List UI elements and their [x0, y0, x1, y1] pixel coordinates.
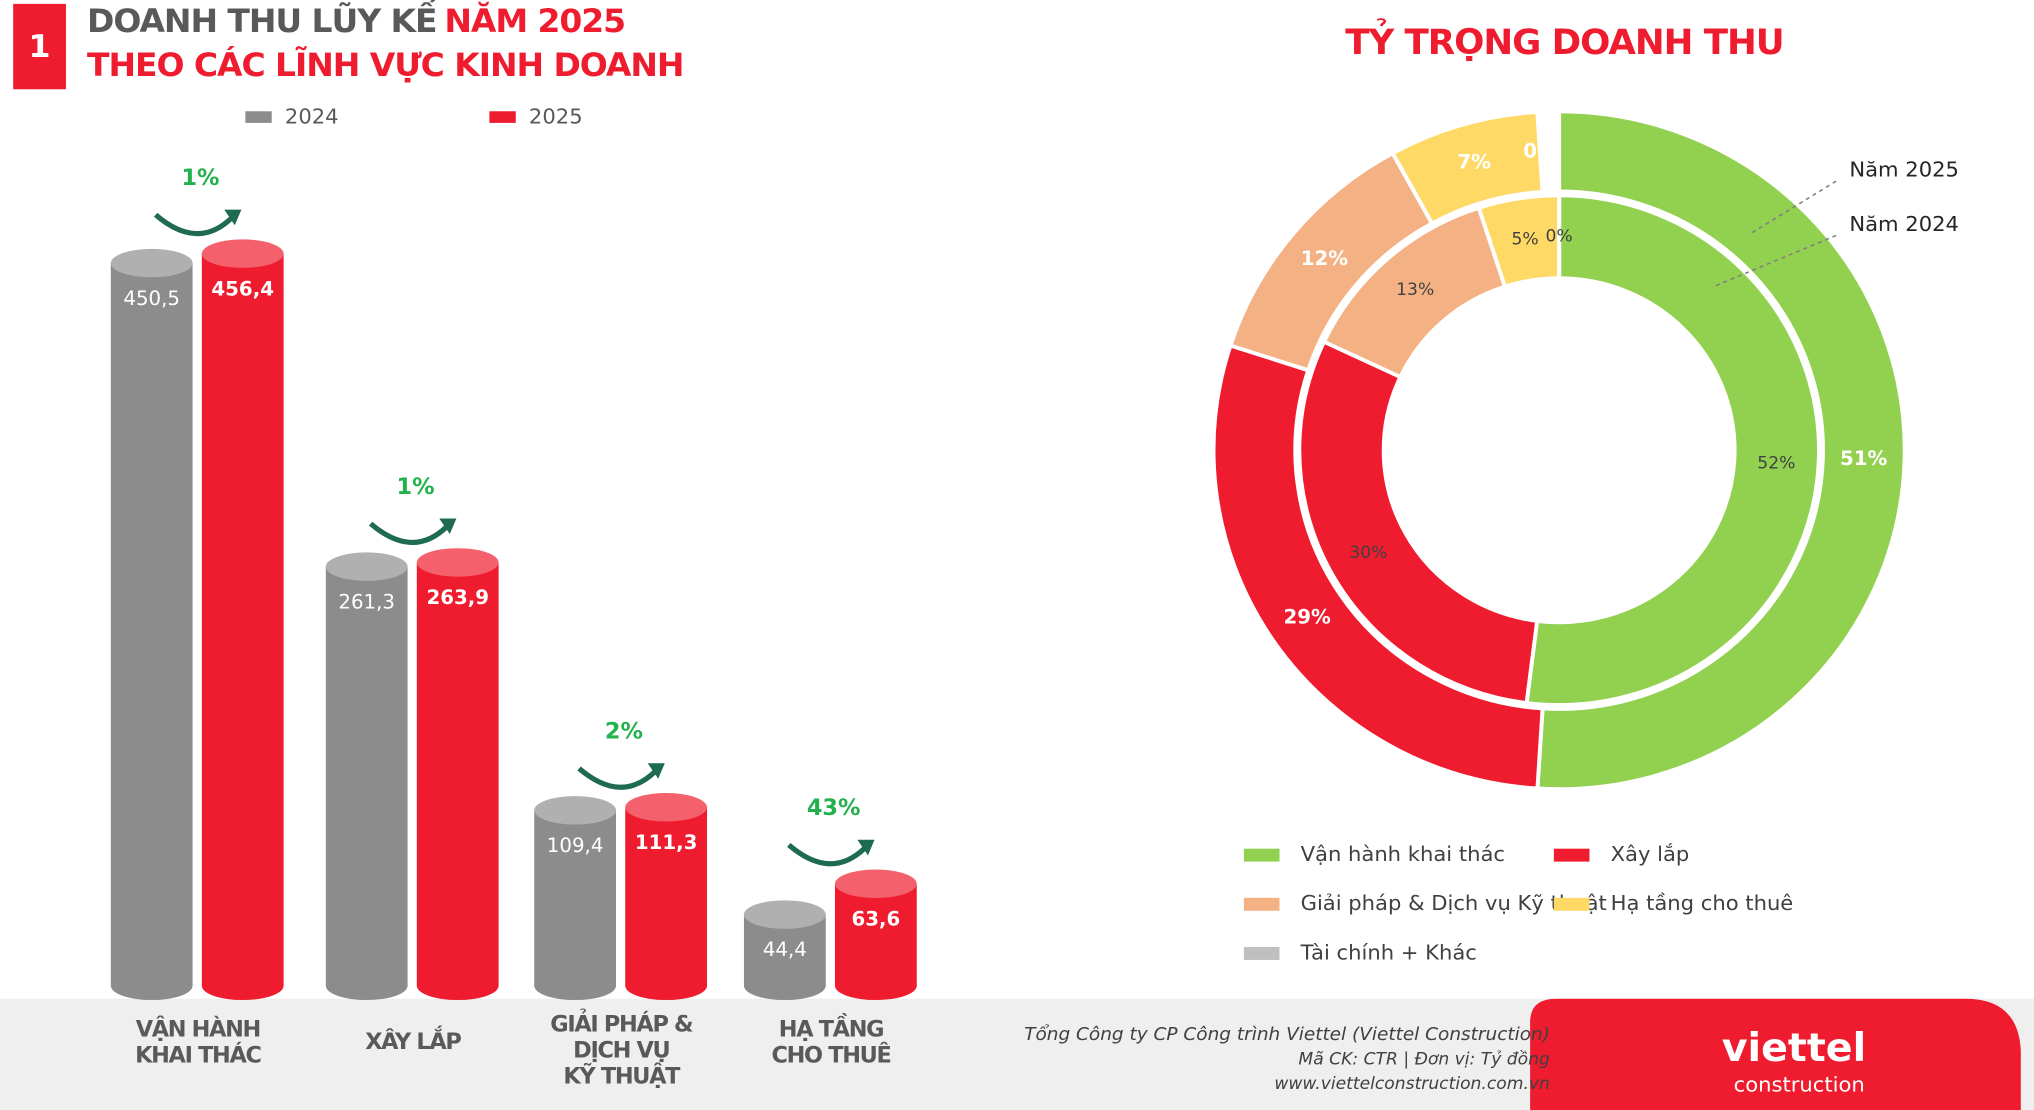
value-label: 261,3 — [338, 590, 395, 613]
legend-swatch — [1553, 848, 1590, 862]
value-label: 111,3 — [635, 831, 698, 854]
legend-swatch — [1243, 897, 1280, 911]
x-tick-label: VẬN HÀNH KHAI THÁC — [135, 1014, 261, 1068]
donut-slice — [1297, 339, 1540, 706]
bar-cap — [325, 552, 408, 581]
legend-label: 2024 — [285, 105, 339, 129]
section-number: 1 — [29, 29, 51, 65]
slice-label: 30% — [1349, 543, 1387, 563]
slice-label: 51% — [1840, 447, 1887, 470]
legend-label: Xây lắp — [1611, 842, 1690, 866]
donut-slice — [1524, 193, 1821, 707]
donut-slice — [1211, 343, 1545, 791]
annotation-line — [1751, 180, 1837, 234]
legend-label: Tài chính + Khác — [1300, 941, 1477, 965]
value-label: 44,4 — [763, 938, 807, 961]
bar-cap — [625, 793, 708, 822]
slice-label: 0% — [1546, 227, 1573, 247]
annotation-line — [1711, 234, 1837, 288]
bar-cap — [416, 548, 499, 577]
donut-title: TỶ TRỌNG DOANH THU — [1345, 17, 1783, 63]
footer-info: Mã CK: CTR | Đơn vị: Tỷ đồng — [1298, 1049, 1550, 1070]
value-label: 450,5 — [123, 287, 180, 310]
bar — [110, 263, 193, 986]
bar-cap — [201, 239, 284, 268]
annotation: Năm 2024 — [1849, 212, 1959, 236]
chart-title: DOANH THU LŨY KẾ NĂM 2025 — [87, 0, 625, 40]
section-badge — [13, 3, 66, 90]
slice-label: 7% — [1457, 151, 1491, 174]
legend-swatch — [489, 111, 516, 123]
growth-arrow-head — [439, 518, 457, 534]
growth-arrow — [577, 766, 658, 790]
chart-subtitle: THEO CÁC LĨNH VỰC KINH DOANH — [87, 46, 683, 84]
bar-cap — [834, 869, 917, 899]
x-tick-label: XÂY LẮP — [365, 1024, 461, 1055]
slice-label: 5% — [1512, 229, 1539, 249]
title-highlight: NĂM 2025 — [444, 2, 625, 40]
legend-swatch — [1553, 897, 1590, 911]
legend-label: 2025 — [529, 105, 583, 129]
bar-cap — [534, 796, 617, 825]
logo-panel — [1530, 998, 2021, 1110]
slice-label: 12% — [1301, 247, 1348, 270]
growth-label: 2% — [605, 719, 643, 745]
legend-swatch — [1243, 848, 1280, 862]
growth-arrow — [153, 212, 235, 237]
growth-arrow-head — [224, 209, 242, 226]
growth-arrow-head — [647, 763, 665, 779]
legend-label: Hạ tầng cho thuê — [1611, 891, 1794, 915]
growth-label: 43% — [807, 795, 861, 821]
footer-website: www.viettelconstruction.com.vn — [1274, 1074, 1550, 1094]
growth-label: 1% — [396, 474, 434, 500]
bar — [834, 883, 917, 986]
value-label: 63,6 — [851, 908, 900, 931]
value-label: 456,4 — [211, 277, 274, 300]
slice-label: 0% — [1523, 140, 1557, 163]
growth-label: 1% — [181, 165, 219, 191]
logo: viettel — [1722, 1026, 1866, 1071]
donut-slice — [1535, 109, 1907, 792]
legend-swatch — [1243, 946, 1280, 960]
slice-label: 29% — [1283, 606, 1330, 629]
footer-company: Tổng Công ty CP Công trình Viettel (Viet… — [1024, 1024, 1550, 1045]
bar — [534, 810, 617, 986]
bar — [325, 566, 408, 986]
slice-label: 52% — [1757, 454, 1795, 474]
x-tick-label: HẠ TẦNG CHO THUÊ — [772, 1011, 891, 1068]
legend-label: Giải pháp & Dịch vụ Kỹ thuật — [1301, 891, 1607, 915]
value-label: 109,4 — [547, 834, 604, 857]
bar-cap — [110, 248, 193, 278]
annotation: Năm 2025 — [1849, 158, 1959, 182]
legend-swatch — [245, 111, 272, 123]
value-label: 263,9 — [426, 586, 489, 609]
growth-arrow — [368, 521, 450, 545]
bar — [201, 253, 284, 986]
slice-label: 13% — [1396, 280, 1434, 300]
legend-label: Vận hành khai thác — [1301, 842, 1505, 866]
x-tick-label: GIẢI PHÁP & DỊCH VỤ KỸ THUẬT — [550, 1007, 693, 1088]
growth-arrow — [787, 843, 868, 867]
bar — [625, 807, 708, 986]
bar-cap — [743, 900, 826, 929]
growth-arrow-head — [857, 839, 875, 856]
title-part: DOANH THU LŨY KẾ — [87, 0, 438, 40]
logo-sub: construction — [1734, 1073, 1865, 1097]
bar — [416, 562, 499, 986]
